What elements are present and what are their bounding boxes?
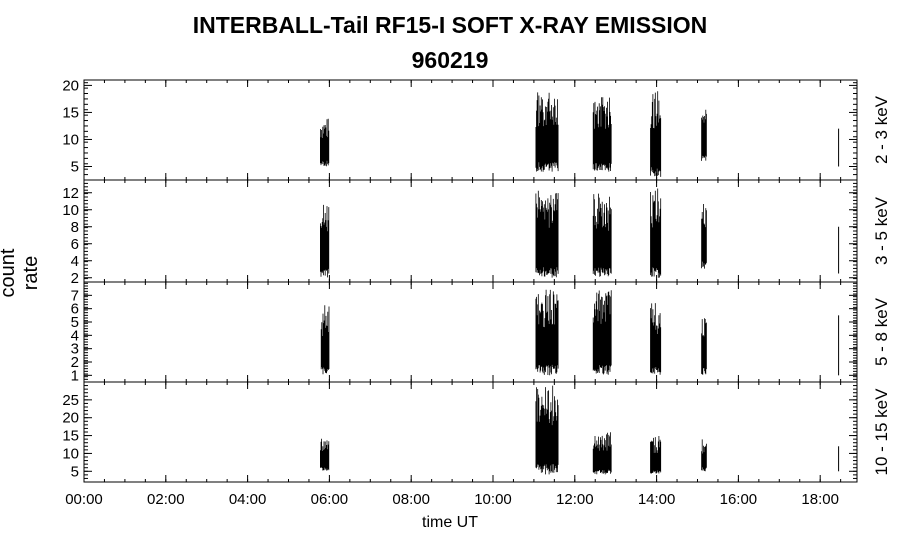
data-burst [535, 289, 559, 376]
y-tick-label: 10 [62, 131, 79, 148]
x-tick-label: 06:00 [311, 491, 349, 508]
chart-subtitle: 960219 [411, 47, 489, 73]
data-burst [592, 290, 612, 375]
data-burst [592, 97, 612, 172]
y-tick-label: 12 [62, 185, 79, 202]
panel-frame [83, 179, 858, 283]
panel-frame [83, 79, 858, 181]
data-burst [650, 188, 662, 278]
y-tick-label: 6 [71, 236, 79, 253]
data-burst [535, 385, 559, 475]
panel-label: 3 - 5 keV [872, 196, 891, 265]
x-axis-label: time UT [422, 514, 478, 531]
data-burst [320, 305, 330, 375]
panel-frame [83, 281, 858, 383]
x-tick-label: 10:00 [474, 491, 512, 508]
x-tick-label: 08:00 [392, 491, 430, 508]
data-burst [592, 432, 612, 475]
x-tick-label: 16:00 [720, 491, 758, 508]
y-tick-label: 10 [62, 202, 79, 219]
data-burst [650, 436, 662, 474]
y-tick-label: 15 [62, 104, 79, 121]
panel-label: 2 - 3 keV [872, 95, 891, 164]
chart-title: INTERBALL-Tail RF15-I SOFT X-RAY EMISSIO… [192, 12, 708, 38]
y-tick-label: 25 [62, 392, 79, 409]
data-burst [701, 109, 707, 161]
y-tick-label: 6 [71, 301, 79, 318]
y-tick-label: 2 [71, 270, 79, 287]
y-tick-label: 5 [71, 314, 79, 331]
data-burst [535, 92, 559, 172]
y-tick-label: 8 [71, 219, 79, 236]
data-burst [320, 438, 330, 471]
y-tick-label: 1 [71, 367, 79, 384]
data-burst [650, 303, 662, 375]
data-burst [320, 204, 330, 278]
data-burst [592, 193, 612, 277]
x-tick-label: 12:00 [556, 491, 594, 508]
y-tick-label: 2 [71, 354, 79, 371]
data-burst [701, 439, 707, 472]
x-tick-label: 02:00 [147, 491, 185, 508]
y-tick-label: 10 [62, 445, 79, 462]
y-tick-label: 4 [71, 253, 79, 270]
data-burst [320, 118, 330, 167]
y-tick-label: 20 [62, 77, 79, 94]
panel-label: 10 - 15 keV [872, 388, 891, 476]
data-burst [701, 318, 707, 375]
y-tick-label: 5 [71, 158, 79, 175]
panel-frame [83, 381, 858, 483]
data-burst [650, 91, 662, 177]
y-tick-label: 3 [71, 341, 79, 358]
y-tick-label: 7 [71, 287, 79, 304]
x-tick-label: 14:00 [638, 491, 676, 508]
panel-label: 5 - 8 keV [872, 297, 891, 366]
y-tick-label: 5 [71, 463, 79, 480]
y-tick-label: 20 [62, 410, 79, 427]
data-burst [701, 204, 707, 269]
x-tick-label: 04:00 [229, 491, 267, 508]
x-tick-label: 18:00 [801, 491, 839, 508]
x-tick-label: 00:00 [65, 491, 103, 508]
y-tick-label: 4 [71, 327, 79, 344]
data-burst [535, 190, 559, 278]
y-tick-label: 15 [62, 428, 79, 445]
